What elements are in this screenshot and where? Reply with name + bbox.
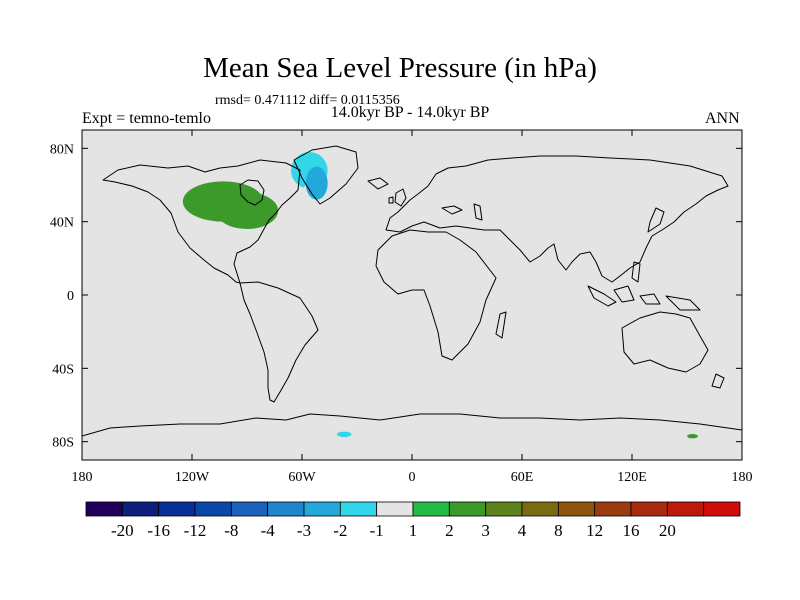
colorbar-swatch (376, 501, 414, 517)
coastline-indonesia (587, 285, 701, 311)
colorbar: -20 -16 -12 -8 -4 -3 -2 -1 1 2 3 4 8 12 16 20 (85, 501, 741, 540)
colorbar-swatch (448, 501, 487, 517)
anomaly-region (710, 428, 742, 444)
colorbar-label: 16 (623, 521, 640, 540)
coastline-australia (621, 311, 709, 373)
colorbar-swatch (557, 501, 596, 517)
anomaly-region (215, 192, 279, 230)
coastline-iceland (367, 177, 389, 190)
colorbar-label: 3 (481, 521, 490, 540)
colorbar-label: -12 (184, 521, 207, 540)
colorbar-swatch (267, 501, 305, 517)
coastlines (82, 145, 742, 437)
anomaly-region (496, 139, 585, 165)
x-tick-label: 120W (175, 470, 210, 485)
colorbar-swatch (194, 501, 232, 517)
anomaly-region (687, 433, 698, 439)
coastline-japan (647, 207, 665, 233)
colorbar-swatch (485, 501, 523, 517)
anomaly-region (423, 146, 504, 169)
coastline-north-america (102, 159, 301, 284)
colorbar-swatch (85, 501, 123, 517)
coastline-madagascar (495, 311, 507, 339)
anomaly-region (705, 185, 742, 222)
colorbar-swatch (339, 501, 378, 517)
axes: 180 120W 60W 0 60E 120E 180 80N 40N 0 40S 80S (50, 130, 753, 485)
colorbar-swatch (594, 501, 632, 517)
colorbar-label: -16 (147, 521, 170, 540)
x-tick-label: 60E (511, 470, 534, 485)
coastline-south-america (239, 281, 319, 403)
coastline-philippines (631, 261, 641, 283)
coastline-new-zealand (711, 373, 725, 389)
experiment-label: Expt = temno-temlo (82, 110, 211, 127)
x-tick-label: 120E (617, 470, 647, 485)
colorbar-swatch (412, 501, 450, 517)
coastline-eurasia (385, 155, 729, 283)
colorbar-swatch (121, 501, 160, 517)
colorbar-label: 2 (445, 521, 454, 540)
coastline-british-isles (388, 188, 407, 207)
colorbar-label: -2 (333, 521, 347, 540)
map-title: Mean Sea Level Pressure (in hPa) (203, 52, 597, 84)
x-tick-label: 180 (72, 470, 93, 485)
colorbar-swatch (158, 501, 196, 517)
y-tick-label: 0 (67, 289, 74, 304)
coastline-hudson-bay (239, 179, 265, 206)
map-background (82, 130, 742, 460)
y-tick-label: 80N (50, 142, 74, 157)
colorbar-swatch (230, 501, 269, 517)
stats-label: rmsd= 0.471112 diff= 0.0115356 (215, 93, 400, 108)
coastline-caspian-sea (473, 203, 483, 221)
colorbar-label: -4 (261, 521, 276, 540)
season-label: ANN (705, 110, 740, 127)
anomaly-region (82, 183, 130, 224)
colorbar-swatch (630, 501, 668, 517)
colorbar-label: -3 (297, 521, 311, 540)
coastline-antarctica (82, 413, 742, 437)
colorbar-label: 4 (518, 521, 527, 540)
colorbar-label: 1 (409, 521, 418, 540)
x-tick-label: 0 (409, 470, 416, 485)
colorbar-label: -1 (370, 521, 384, 540)
colorbar-label: 12 (586, 521, 603, 540)
coastline-africa (375, 229, 497, 361)
anomaly-region (305, 166, 328, 200)
x-tick-label: 180 (732, 470, 753, 485)
coastline-black-sea (441, 205, 463, 215)
colorbar-swatch (521, 501, 559, 517)
y-tick-label: 40S (52, 362, 74, 377)
y-tick-label: 40N (50, 216, 74, 231)
x-tick-label: 60W (288, 470, 316, 485)
colorbar-swatch (703, 501, 741, 517)
y-tick-label: 80S (52, 436, 74, 451)
colorbar-swatch (666, 501, 705, 517)
colorbar-swatch (303, 501, 341, 517)
anomaly-regions (82, 139, 742, 444)
colorbar-label: -8 (224, 521, 238, 540)
anomaly-region (82, 428, 115, 444)
anomaly-region (336, 431, 352, 438)
colorbar-label: 8 (554, 521, 563, 540)
coastline-greenland (293, 145, 359, 205)
colorbar-label: 20 (659, 521, 676, 540)
subtitle-label: 14.0kyr BP - 14.0kyr BP (330, 104, 490, 121)
colorbar-label: -20 (111, 521, 134, 540)
